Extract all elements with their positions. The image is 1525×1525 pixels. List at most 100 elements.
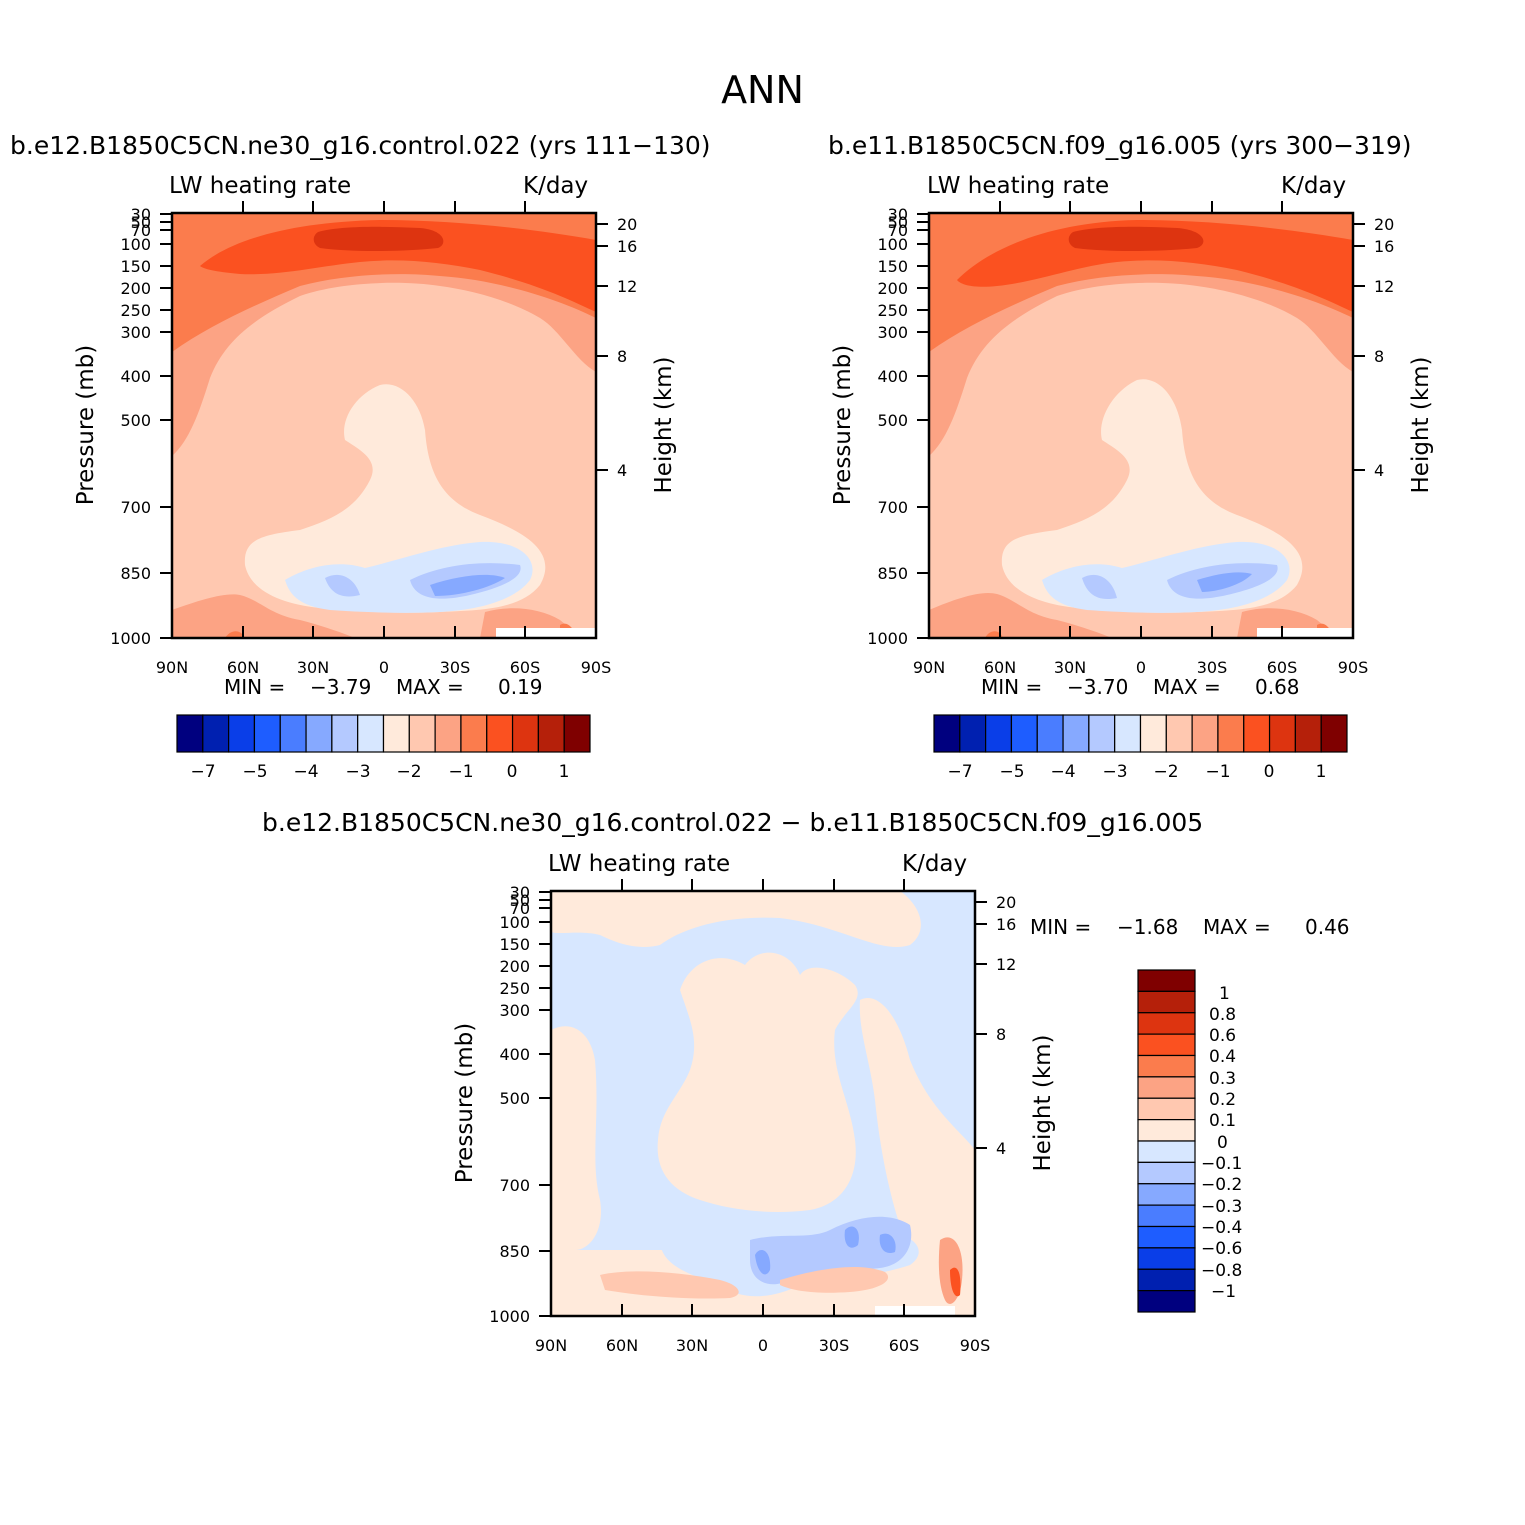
contour-band [755, 1226, 896, 1275]
colorbar-label: −0.8 [1201, 1261, 1242, 1281]
colorbar-label: 0.1 [1209, 1111, 1236, 1131]
colorbar-label: −4 [293, 762, 318, 780]
colorbar-label: −3 [1102, 762, 1127, 780]
colorbar-swatch [1139, 714, 1167, 753]
panel-1-colorbar [176, 714, 591, 753]
y-tick-label: 850 [877, 564, 908, 583]
colorbar-swatch [382, 714, 410, 753]
colorbar-label: −7 [947, 762, 972, 780]
x-tick-label: 90N [913, 658, 945, 677]
colorbar-swatch [1137, 1012, 1196, 1035]
y-tick-label: 150 [877, 257, 908, 276]
height-tick-label: 16 [617, 237, 637, 256]
colorbar-label: 0.8 [1209, 1005, 1236, 1025]
colorbar-label: −0.4 [1201, 1218, 1242, 1238]
min-value: −3.70 [1067, 675, 1128, 699]
min-label: MIN = [1030, 915, 1091, 939]
colorbar-swatch [279, 714, 307, 753]
colorbar-label: 1 [1219, 984, 1230, 1004]
colorbar-label: 0 [1217, 1133, 1228, 1153]
y-tick-label: 70 [131, 221, 151, 240]
contour-band [313, 226, 444, 251]
x-tick-label: 90S [960, 1336, 991, 1355]
height-tick-label: 12 [1374, 277, 1394, 296]
panel-1-units-label: K/day [523, 173, 589, 199]
panel-1-field [172, 213, 596, 638]
y-tick-label: 50 [510, 891, 530, 910]
panel-2-axis-ticks [917, 201, 1365, 639]
colorbar-swatch [253, 714, 281, 753]
min-value: −3.79 [310, 675, 371, 699]
max-value: 0.68 [1255, 675, 1300, 699]
x-tick-label: 30N [297, 658, 329, 677]
colorbar-swatch [1137, 1097, 1196, 1121]
contour-band [430, 574, 505, 596]
colorbar-label: 1 [559, 762, 570, 780]
colorbar-swatch [1036, 714, 1064, 753]
colorbar-label: −2 [396, 762, 421, 780]
height-tick-label: 8 [996, 1025, 1006, 1044]
colorbar-swatch [176, 714, 204, 753]
colorbar-swatch [1320, 714, 1348, 753]
y-tick-label: 30 [510, 883, 530, 902]
x-tick-label: 60N [984, 658, 1016, 677]
contour-band [551, 1026, 601, 1250]
y-tick-label: 400 [499, 1045, 530, 1064]
colorbar-swatch [1165, 714, 1193, 753]
y-tick-label: 1000 [489, 1307, 530, 1326]
missing-data [496, 628, 596, 638]
y-tick-label: 200 [120, 279, 151, 298]
height-tick-label: 12 [617, 277, 637, 296]
colorbar-swatch [1137, 1183, 1196, 1206]
contour-band [172, 594, 578, 638]
panel-2-colorbar [933, 714, 1348, 753]
colorbar-label: 0 [1264, 762, 1275, 780]
x-tick-label: 90S [1338, 658, 1369, 677]
right-axis-label: Height (km) [651, 356, 677, 493]
colorbar-swatch [563, 714, 591, 753]
y-tick-label: 250 [499, 979, 530, 998]
colorbar-label: −0.6 [1201, 1239, 1242, 1259]
panel-2-plot: 90N 60N 30N 0 30S 60S 90S 30 50 70 100 1… [830, 201, 1434, 780]
x-tick-label: 30S [1197, 658, 1228, 677]
x-tick-label: 60S [1267, 658, 1298, 677]
y-tick-label: 200 [877, 279, 908, 298]
panel-3-field [551, 891, 975, 1316]
colorbar-swatch [486, 714, 514, 753]
max-label: MAX = [396, 675, 464, 699]
height-tick-label: 20 [996, 893, 1016, 912]
x-tick-label: 60S [889, 1336, 920, 1355]
right-axis-label: Height (km) [1408, 356, 1434, 493]
contour-band [957, 220, 1353, 312]
y-tick-label: 300 [877, 323, 908, 342]
height-tick-label: 16 [996, 915, 1016, 934]
y-tick-label: 300 [499, 1001, 530, 1020]
y-tick-label: 500 [120, 411, 151, 430]
x-tick-label: 60S [510, 658, 541, 677]
panel-2-field [929, 213, 1353, 638]
panel-3-axis-ticks [539, 879, 987, 1317]
min-value: −1.68 [1117, 915, 1178, 939]
missing-data [875, 1306, 955, 1316]
panel-1-axis-ticks [160, 201, 608, 639]
y-tick-label: 30 [131, 205, 151, 224]
colorbar-label: −4 [1050, 762, 1075, 780]
colorbar-label: −5 [242, 762, 267, 780]
height-tick-label: 4 [996, 1139, 1006, 1158]
contour-band [859, 998, 975, 1316]
height-tick-label: 20 [617, 215, 637, 234]
colorbar-label: −2 [1153, 762, 1178, 780]
x-tick-label: 60N [606, 1336, 638, 1355]
colorbar-swatch [1137, 1033, 1196, 1057]
colorbar-label: −0.2 [1201, 1175, 1242, 1195]
y-tick-label: 300 [120, 323, 151, 342]
height-tick-label: 4 [1374, 461, 1384, 480]
x-tick-label: 30S [819, 1336, 850, 1355]
contour-band [1068, 226, 1204, 251]
x-tick-label: 30N [1054, 658, 1086, 677]
y-tick-label: 250 [877, 301, 908, 320]
y-tick-label: 250 [120, 301, 151, 320]
right-axis-label: Height (km) [1030, 1034, 1056, 1171]
colorbar-label: −1 [1205, 762, 1230, 780]
